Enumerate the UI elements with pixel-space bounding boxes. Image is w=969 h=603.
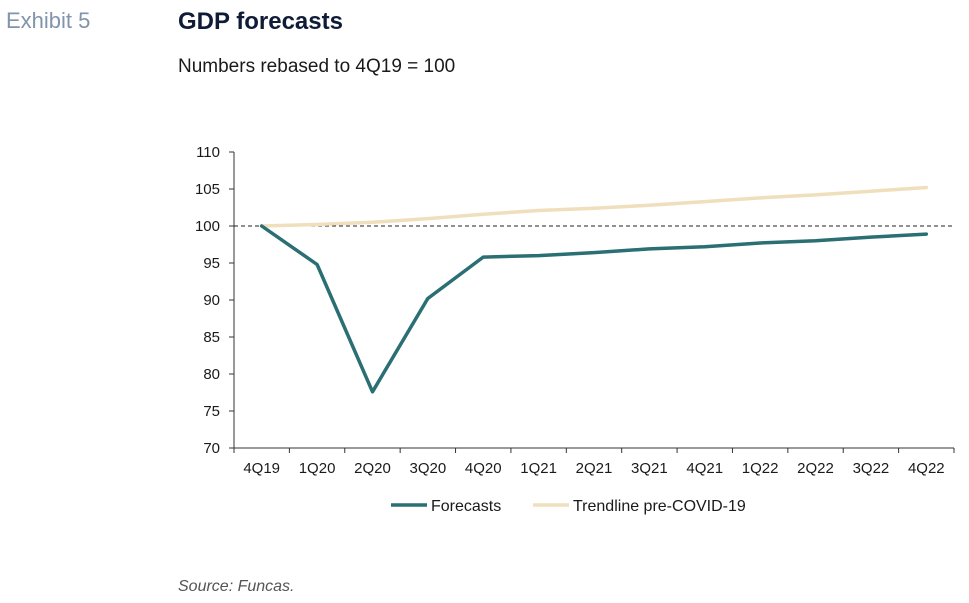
y-tick-label: 75 <box>203 403 220 420</box>
source-note: Source: Funcas. <box>178 578 295 595</box>
y-tick-label: 80 <box>203 366 220 383</box>
y-tick-label: 90 <box>203 292 220 309</box>
x-tick-label: 1Q22 <box>742 460 779 477</box>
x-tick-label: 4Q22 <box>908 460 945 477</box>
x-tick-label: 3Q22 <box>853 460 890 477</box>
x-tick-label: 3Q20 <box>409 460 446 477</box>
x-tick-label: 2Q21 <box>576 460 613 477</box>
x-tick-label: 4Q19 <box>243 460 280 477</box>
x-tick-label: 1Q20 <box>299 460 336 477</box>
x-tick-label: 4Q20 <box>465 460 502 477</box>
series-line-trendline-pre-covid-19 <box>259 185 929 228</box>
x-tick-label: 2Q20 <box>354 460 391 477</box>
x-tick-label: 1Q21 <box>520 460 557 477</box>
x-tick-label: 3Q21 <box>631 460 668 477</box>
exhibit-label: Exhibit 5 <box>6 8 91 33</box>
y-tick-label: 105 <box>195 181 220 198</box>
chart-title: GDP forecasts <box>178 8 343 35</box>
chart-legend: Forecasts Trendline pre-COVID-19 <box>391 498 746 515</box>
chart-axes: 110 105 100 95 90 85 80 75 70 4Q19 1Q20 2Q20 3Q20 4Q2… <box>195 144 955 477</box>
legend-label: Trendline pre-COVID-19 <box>573 498 746 515</box>
y-tick-label: 100 <box>195 218 220 235</box>
series-lines <box>259 185 929 394</box>
x-tick-label: 4Q21 <box>686 460 723 477</box>
y-tick-label: 70 <box>203 440 220 457</box>
y-tick-label: 95 <box>203 255 220 272</box>
legend-label: Forecasts <box>431 498 501 515</box>
x-tick-label: 2Q22 <box>797 460 834 477</box>
chart-subtitle: Numbers rebased to 4Q19 = 100 <box>178 56 456 77</box>
series-line-forecasts <box>259 224 929 394</box>
y-tick-label: 110 <box>196 144 220 161</box>
y-tick-label: 85 <box>203 329 220 346</box>
